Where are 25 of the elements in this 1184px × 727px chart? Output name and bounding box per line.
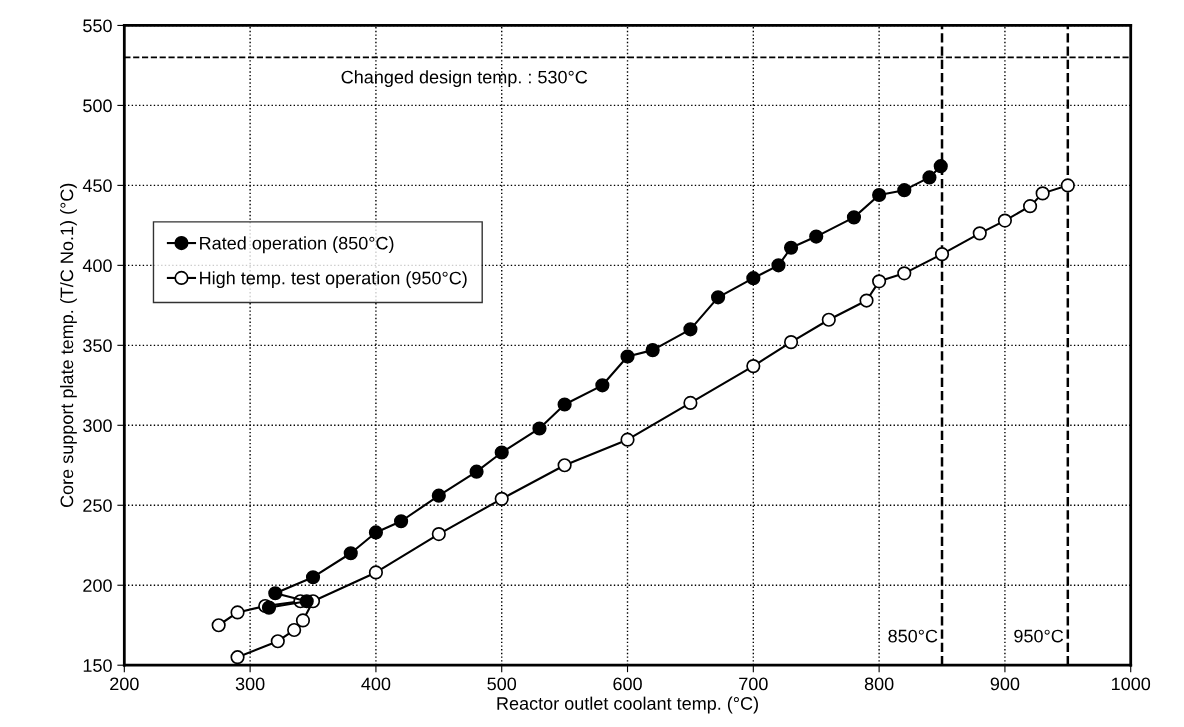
- x-tick-label: 400: [361, 677, 391, 691]
- y-tick-label: 450: [82, 179, 112, 193]
- y-tick-label: 150: [83, 659, 112, 672]
- ref-line-label: 850°C: [888, 629, 938, 643]
- y-tick-label: 350: [83, 339, 112, 353]
- legend-label: High temp. test operation (950°C): [200, 271, 467, 289]
- y-tick-label: 300: [83, 419, 112, 433]
- ref-line-label: 950°C: [1014, 629, 1064, 643]
- ref-line-label: Changed design temp. : 530°C: [341, 70, 588, 88]
- x-tick-label: 800: [864, 677, 894, 691]
- y-tick-label: 200: [83, 579, 112, 592]
- legend-label: Rated operation (850°C): [200, 236, 394, 254]
- x-tick-label: 600: [613, 677, 642, 691]
- x-axis-title: Reactor outlet coolant temp. (°C): [497, 696, 758, 714]
- y-tick-label: 500: [83, 99, 112, 113]
- x-tick-label: 200: [110, 677, 139, 691]
- y-tick-label: 250: [83, 499, 112, 512]
- x-tick-label: 500: [487, 677, 517, 691]
- x-tick-label: 900: [990, 677, 1020, 691]
- x-tick-label: 700: [739, 677, 768, 691]
- x-tick-label: 1000: [1112, 677, 1151, 691]
- y-axis-title: Core support plate temp. (T/C No.1) (°C): [60, 183, 77, 508]
- y-tick-label: 550: [83, 19, 112, 33]
- y-tick-label: 400: [82, 259, 112, 273]
- x-tick-label: 300: [235, 677, 265, 691]
